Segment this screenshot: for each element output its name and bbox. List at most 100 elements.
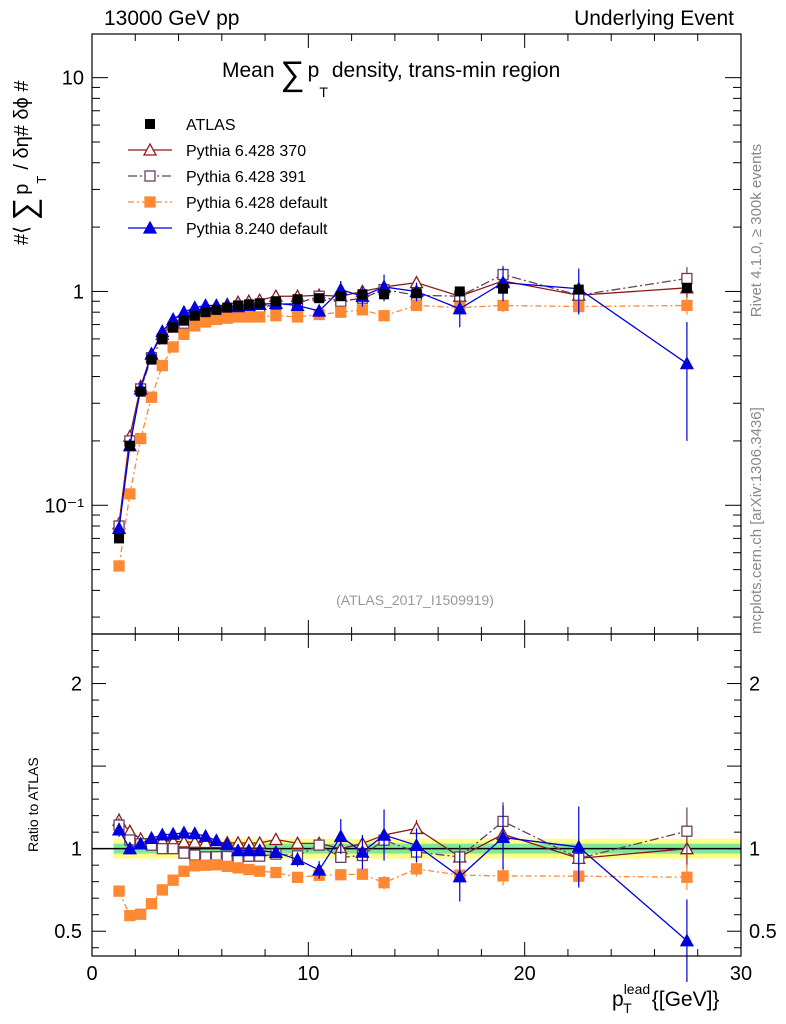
legend-marker-p6def (144, 196, 156, 208)
y-tick-label-main: 10⁻¹ (45, 495, 85, 517)
ratio-point-p6def (378, 877, 390, 889)
main-point-atlas (573, 284, 584, 295)
y-tick-label-ratio: 1 (71, 839, 82, 861)
ratio-point-p391 (167, 843, 179, 855)
main-point-p6def (156, 359, 168, 372)
main-point-p6def (243, 311, 255, 323)
legend-label-p8: Pythia 8.240 default (186, 221, 328, 238)
ratio-point-p6def (167, 874, 179, 886)
ratio-point-p8 (376, 827, 392, 841)
ratio-point-p391 (313, 839, 325, 851)
ratio-point-p8 (312, 862, 327, 876)
main-point-atlas (254, 298, 265, 309)
ratio-point-p6def (113, 885, 125, 897)
ratio-point-p8 (355, 844, 370, 858)
main-point-p6def (497, 299, 509, 312)
main-line-p6def (118, 304, 687, 567)
main-point-atlas (335, 291, 346, 302)
ratio-point-p8 (111, 822, 127, 836)
main-point-p8 (679, 356, 695, 370)
ratio-point-p391 (189, 849, 201, 861)
ratio-point-p6def (221, 860, 233, 873)
y-tick-label-ratio-right: 1 (749, 839, 760, 861)
ratio-point-p6def (232, 862, 244, 874)
legend-marker-p8 (142, 220, 158, 234)
main-point-p6def (145, 391, 158, 403)
ratio-point-p6def (156, 884, 168, 896)
ratio-point-p8 (252, 843, 267, 857)
title-sigma: ∑ (280, 55, 304, 93)
y-tick-label-ratio: 2 (71, 674, 82, 696)
ratio-point-p370 (176, 834, 192, 848)
ratio-point-p6def (335, 869, 347, 881)
ratio-point-p8 (230, 843, 246, 857)
ratio-point-p8 (452, 869, 467, 883)
main-point-p6def (135, 432, 147, 445)
main-point-atlas (135, 386, 146, 397)
x-tick-label: 20 (514, 963, 536, 985)
ratio-point-p6def (270, 866, 282, 879)
main-point-p8 (312, 303, 327, 317)
ratio-point-p6def (291, 871, 304, 884)
ylabel-sub: T (34, 176, 49, 184)
x-axis-label: plead T {[GeV]} (612, 981, 719, 1016)
ratio-point-p8 (679, 933, 695, 947)
ratio-point-p370 (198, 835, 213, 849)
main-point-atlas (270, 296, 281, 307)
y-tick-label-ratio-right: 2 (749, 674, 760, 696)
main-point-atlas (243, 299, 254, 310)
ratio-point-p8 (166, 826, 181, 840)
analysis-tag: (ATLAS_2017_I1509919) (336, 592, 494, 608)
ratio-point-p8 (144, 830, 159, 844)
main-point-p6def (270, 310, 282, 322)
main-point-atlas (222, 302, 233, 313)
ratio-point-p391 (156, 843, 168, 855)
ratio-plot-frame (91, 633, 742, 957)
x-tick-label: 10 (297, 963, 319, 985)
ylabel-a: #⟨ (11, 221, 33, 245)
ratio-point-p8 (571, 839, 586, 853)
ratio-point-p8 (155, 827, 170, 841)
ratio-point-p391 (681, 825, 693, 837)
ratio-point-p6def (681, 871, 693, 883)
ratio-point-p6def (145, 898, 158, 910)
main-point-atlas (200, 307, 211, 318)
ratio-point-p6def (497, 870, 509, 882)
ratio-point-p8 (209, 833, 224, 847)
main-point-p8 (290, 298, 305, 312)
main-point-p391 (681, 272, 693, 285)
main-point-atlas (454, 286, 465, 297)
main-point-p6def (221, 312, 233, 324)
chart-title: Mean ∑ pTdensity, trans-min region (222, 55, 560, 100)
main-point-p6def (199, 316, 212, 328)
main-point-p6def (232, 311, 244, 323)
legend-label-p6def: Pythia 6.428 default (186, 195, 328, 212)
main-point-atlas (168, 322, 179, 333)
ratio-point-p6def (124, 909, 136, 922)
main-point-atlas (146, 354, 157, 365)
main-point-p8 (452, 301, 467, 315)
ratio-point-p8 (133, 836, 148, 850)
xlabel-sup: lead (624, 981, 650, 997)
ratio-point-p8 (409, 837, 424, 851)
ratio-point-p8 (187, 826, 202, 840)
main-point-atlas (292, 294, 303, 305)
title-p: p (308, 59, 320, 82)
title-sub: T (319, 84, 328, 100)
main-point-atlas (189, 310, 200, 321)
ratio-point-p8 (241, 843, 256, 857)
main-point-atlas (157, 333, 168, 344)
ylabel-b: / δη# δϕ # (11, 80, 33, 170)
y-tick-label-ratio-right: 0.5 (749, 921, 777, 943)
main-point-atlas (114, 533, 125, 544)
legend-marker-atlas (145, 119, 155, 129)
main-point-p6def (378, 310, 390, 322)
main-point-p6def (291, 311, 304, 323)
ratio-point-p6def (356, 868, 369, 880)
legend-marker-p391 (144, 170, 156, 182)
main-point-atlas (211, 304, 222, 315)
ratio-point-p8 (495, 830, 511, 844)
legend-label-p391: Pythia 6.428 391 (186, 169, 306, 186)
ratio-point-p391 (178, 847, 190, 859)
main-point-p6def (178, 328, 190, 341)
